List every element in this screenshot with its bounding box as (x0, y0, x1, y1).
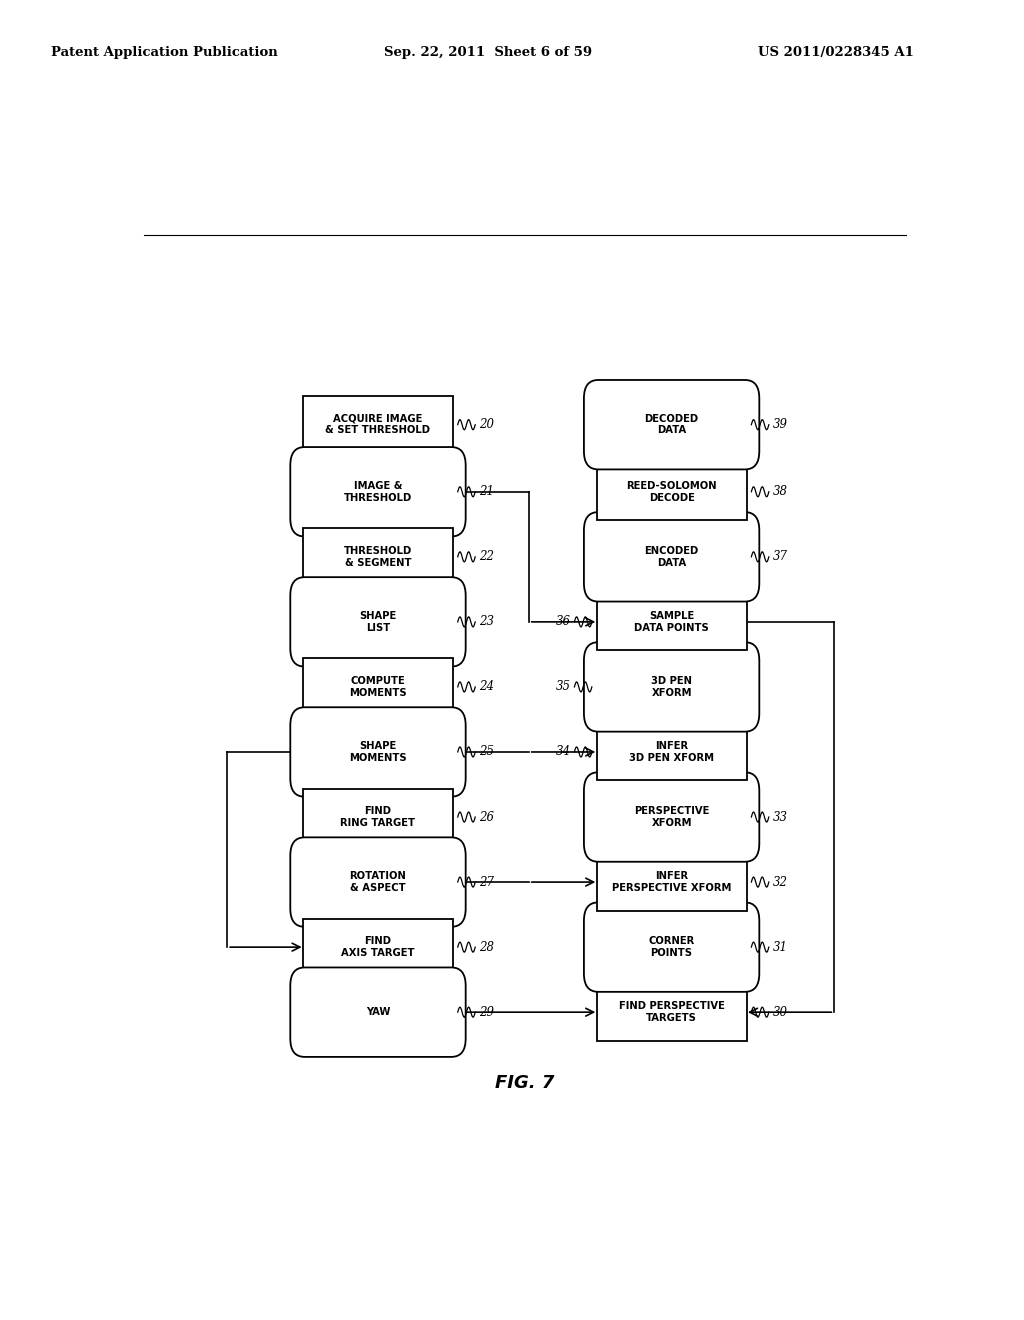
Text: FIG. 7: FIG. 7 (496, 1074, 554, 1093)
Text: SHAPE
MOMENTS: SHAPE MOMENTS (349, 741, 407, 763)
Text: CORNER
POINTS: CORNER POINTS (648, 936, 694, 958)
FancyBboxPatch shape (290, 708, 466, 797)
Text: COMPUTE
MOMENTS: COMPUTE MOMENTS (349, 676, 407, 698)
Text: 20: 20 (479, 418, 495, 432)
Text: INFER
3D PEN XFORM: INFER 3D PEN XFORM (629, 741, 714, 763)
Text: 26: 26 (479, 810, 495, 824)
Text: US 2011/0228345 A1: US 2011/0228345 A1 (758, 46, 913, 59)
Text: FIND PERSPECTIVE
TARGETS: FIND PERSPECTIVE TARGETS (618, 1002, 725, 1023)
FancyBboxPatch shape (290, 447, 466, 536)
Text: Sep. 22, 2011  Sheet 6 of 59: Sep. 22, 2011 Sheet 6 of 59 (384, 46, 592, 59)
Text: FIND
RING TARGET: FIND RING TARGET (341, 807, 416, 828)
Text: 33: 33 (773, 810, 787, 824)
Text: ROTATION
& ASPECT: ROTATION & ASPECT (349, 871, 407, 892)
Text: 34: 34 (555, 746, 570, 759)
FancyBboxPatch shape (584, 772, 760, 862)
Text: 29: 29 (479, 1006, 495, 1019)
Text: 23: 23 (479, 615, 495, 628)
Text: DECODED
DATA: DECODED DATA (644, 414, 698, 436)
Text: 35: 35 (555, 680, 570, 693)
FancyBboxPatch shape (597, 983, 746, 1040)
FancyBboxPatch shape (290, 837, 466, 927)
Text: ACQUIRE IMAGE
& SET THRESHOLD: ACQUIRE IMAGE & SET THRESHOLD (326, 414, 430, 436)
Text: 25: 25 (479, 746, 495, 759)
FancyBboxPatch shape (584, 512, 760, 602)
FancyBboxPatch shape (303, 528, 453, 585)
FancyBboxPatch shape (303, 788, 453, 846)
FancyBboxPatch shape (597, 463, 746, 520)
Text: IMAGE &
THRESHOLD: IMAGE & THRESHOLD (344, 480, 412, 503)
Text: 37: 37 (773, 550, 787, 564)
FancyBboxPatch shape (303, 659, 453, 715)
FancyBboxPatch shape (597, 854, 746, 911)
Text: Patent Application Publication: Patent Application Publication (51, 46, 278, 59)
Text: 22: 22 (479, 550, 495, 564)
Text: INFER
PERSPECTIVE XFORM: INFER PERSPECTIVE XFORM (612, 871, 731, 892)
FancyBboxPatch shape (303, 919, 453, 975)
FancyBboxPatch shape (290, 577, 466, 667)
FancyBboxPatch shape (584, 903, 760, 991)
Text: FIND
AXIS TARGET: FIND AXIS TARGET (341, 936, 415, 958)
Text: YAW: YAW (366, 1007, 390, 1018)
Text: SAMPLE
DATA POINTS: SAMPLE DATA POINTS (634, 611, 709, 632)
Text: PERSPECTIVE
XFORM: PERSPECTIVE XFORM (634, 807, 710, 828)
Text: 38: 38 (773, 486, 787, 498)
Text: 30: 30 (773, 1006, 787, 1019)
Text: THRESHOLD
& SEGMENT: THRESHOLD & SEGMENT (344, 546, 412, 568)
FancyBboxPatch shape (584, 643, 760, 731)
Text: 32: 32 (773, 875, 787, 888)
Text: 24: 24 (479, 680, 495, 693)
FancyBboxPatch shape (597, 723, 746, 780)
FancyBboxPatch shape (303, 396, 453, 453)
Text: 21: 21 (479, 486, 495, 498)
Text: 36: 36 (555, 615, 570, 628)
FancyBboxPatch shape (597, 594, 746, 651)
FancyBboxPatch shape (290, 968, 466, 1057)
Text: 28: 28 (479, 941, 495, 953)
Text: REED-SOLOMON
DECODE: REED-SOLOMON DECODE (627, 480, 717, 503)
Text: 27: 27 (479, 875, 495, 888)
Text: 3D PEN
XFORM: 3D PEN XFORM (651, 676, 692, 698)
Text: 39: 39 (773, 418, 787, 432)
FancyBboxPatch shape (584, 380, 760, 470)
Text: 31: 31 (773, 941, 787, 953)
Text: SHAPE
LIST: SHAPE LIST (359, 611, 396, 632)
Text: ENCODED
DATA: ENCODED DATA (644, 546, 698, 568)
